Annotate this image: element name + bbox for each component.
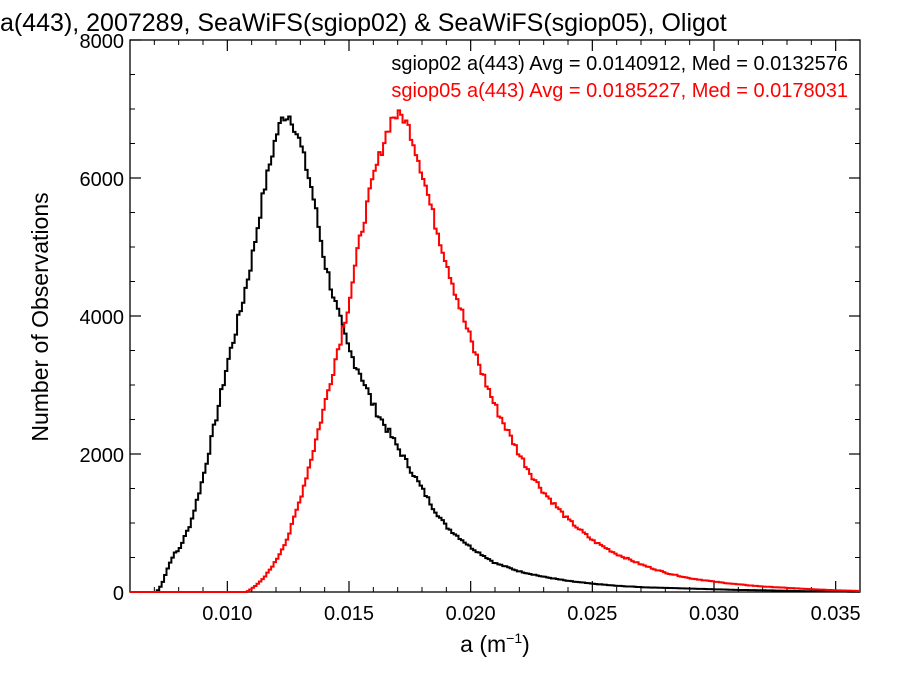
x-axis-label-exponent: −1 [506, 630, 522, 646]
plot-area: 0 2000 4000 6000 8000 0.010 0.015 0.020 0.025 0.0… [80, 31, 861, 625]
x-tick-label: 0.010 [202, 603, 252, 625]
x-axis-label-main: a (m [460, 631, 506, 657]
legend-entry-sgiop05: sgiop05 a(443) Avg = 0.0185227, Med = 0.… [391, 80, 848, 102]
series-line-sgiop05 [130, 109, 860, 593]
y-tick-label: 6000 [80, 169, 125, 191]
y-axis-label: Number of Observations [27, 192, 53, 441]
y-tick-label: 2000 [80, 445, 125, 467]
x-tick-label: 0.030 [689, 603, 739, 625]
x-tick-label: 0.020 [446, 603, 496, 625]
y-tick-label: 8000 [80, 31, 125, 53]
x-tick-label: 0.025 [567, 603, 617, 625]
x-axis-label-close: ) [522, 631, 530, 657]
plot-frame [129, 39, 861, 593]
series-line-sgiop02 [130, 115, 860, 593]
x-axis-label: a (m−1) [460, 630, 530, 657]
x-tick-label: 0.035 [811, 603, 861, 625]
legend-entry-sgiop02: sgiop02 a(443) Avg = 0.0140912, Med = 0.… [391, 53, 848, 75]
x-tick-label: 0.015 [324, 603, 374, 625]
y-tick-label: 0 [113, 583, 124, 605]
y-tick-label: 4000 [80, 307, 125, 329]
legend: sgiop02 a(443) Avg = 0.0140912, Med = 0.… [391, 53, 848, 102]
chart-title: a(443), 2007289, SeaWiFS(sgiop02) & SeaW… [0, 9, 727, 37]
